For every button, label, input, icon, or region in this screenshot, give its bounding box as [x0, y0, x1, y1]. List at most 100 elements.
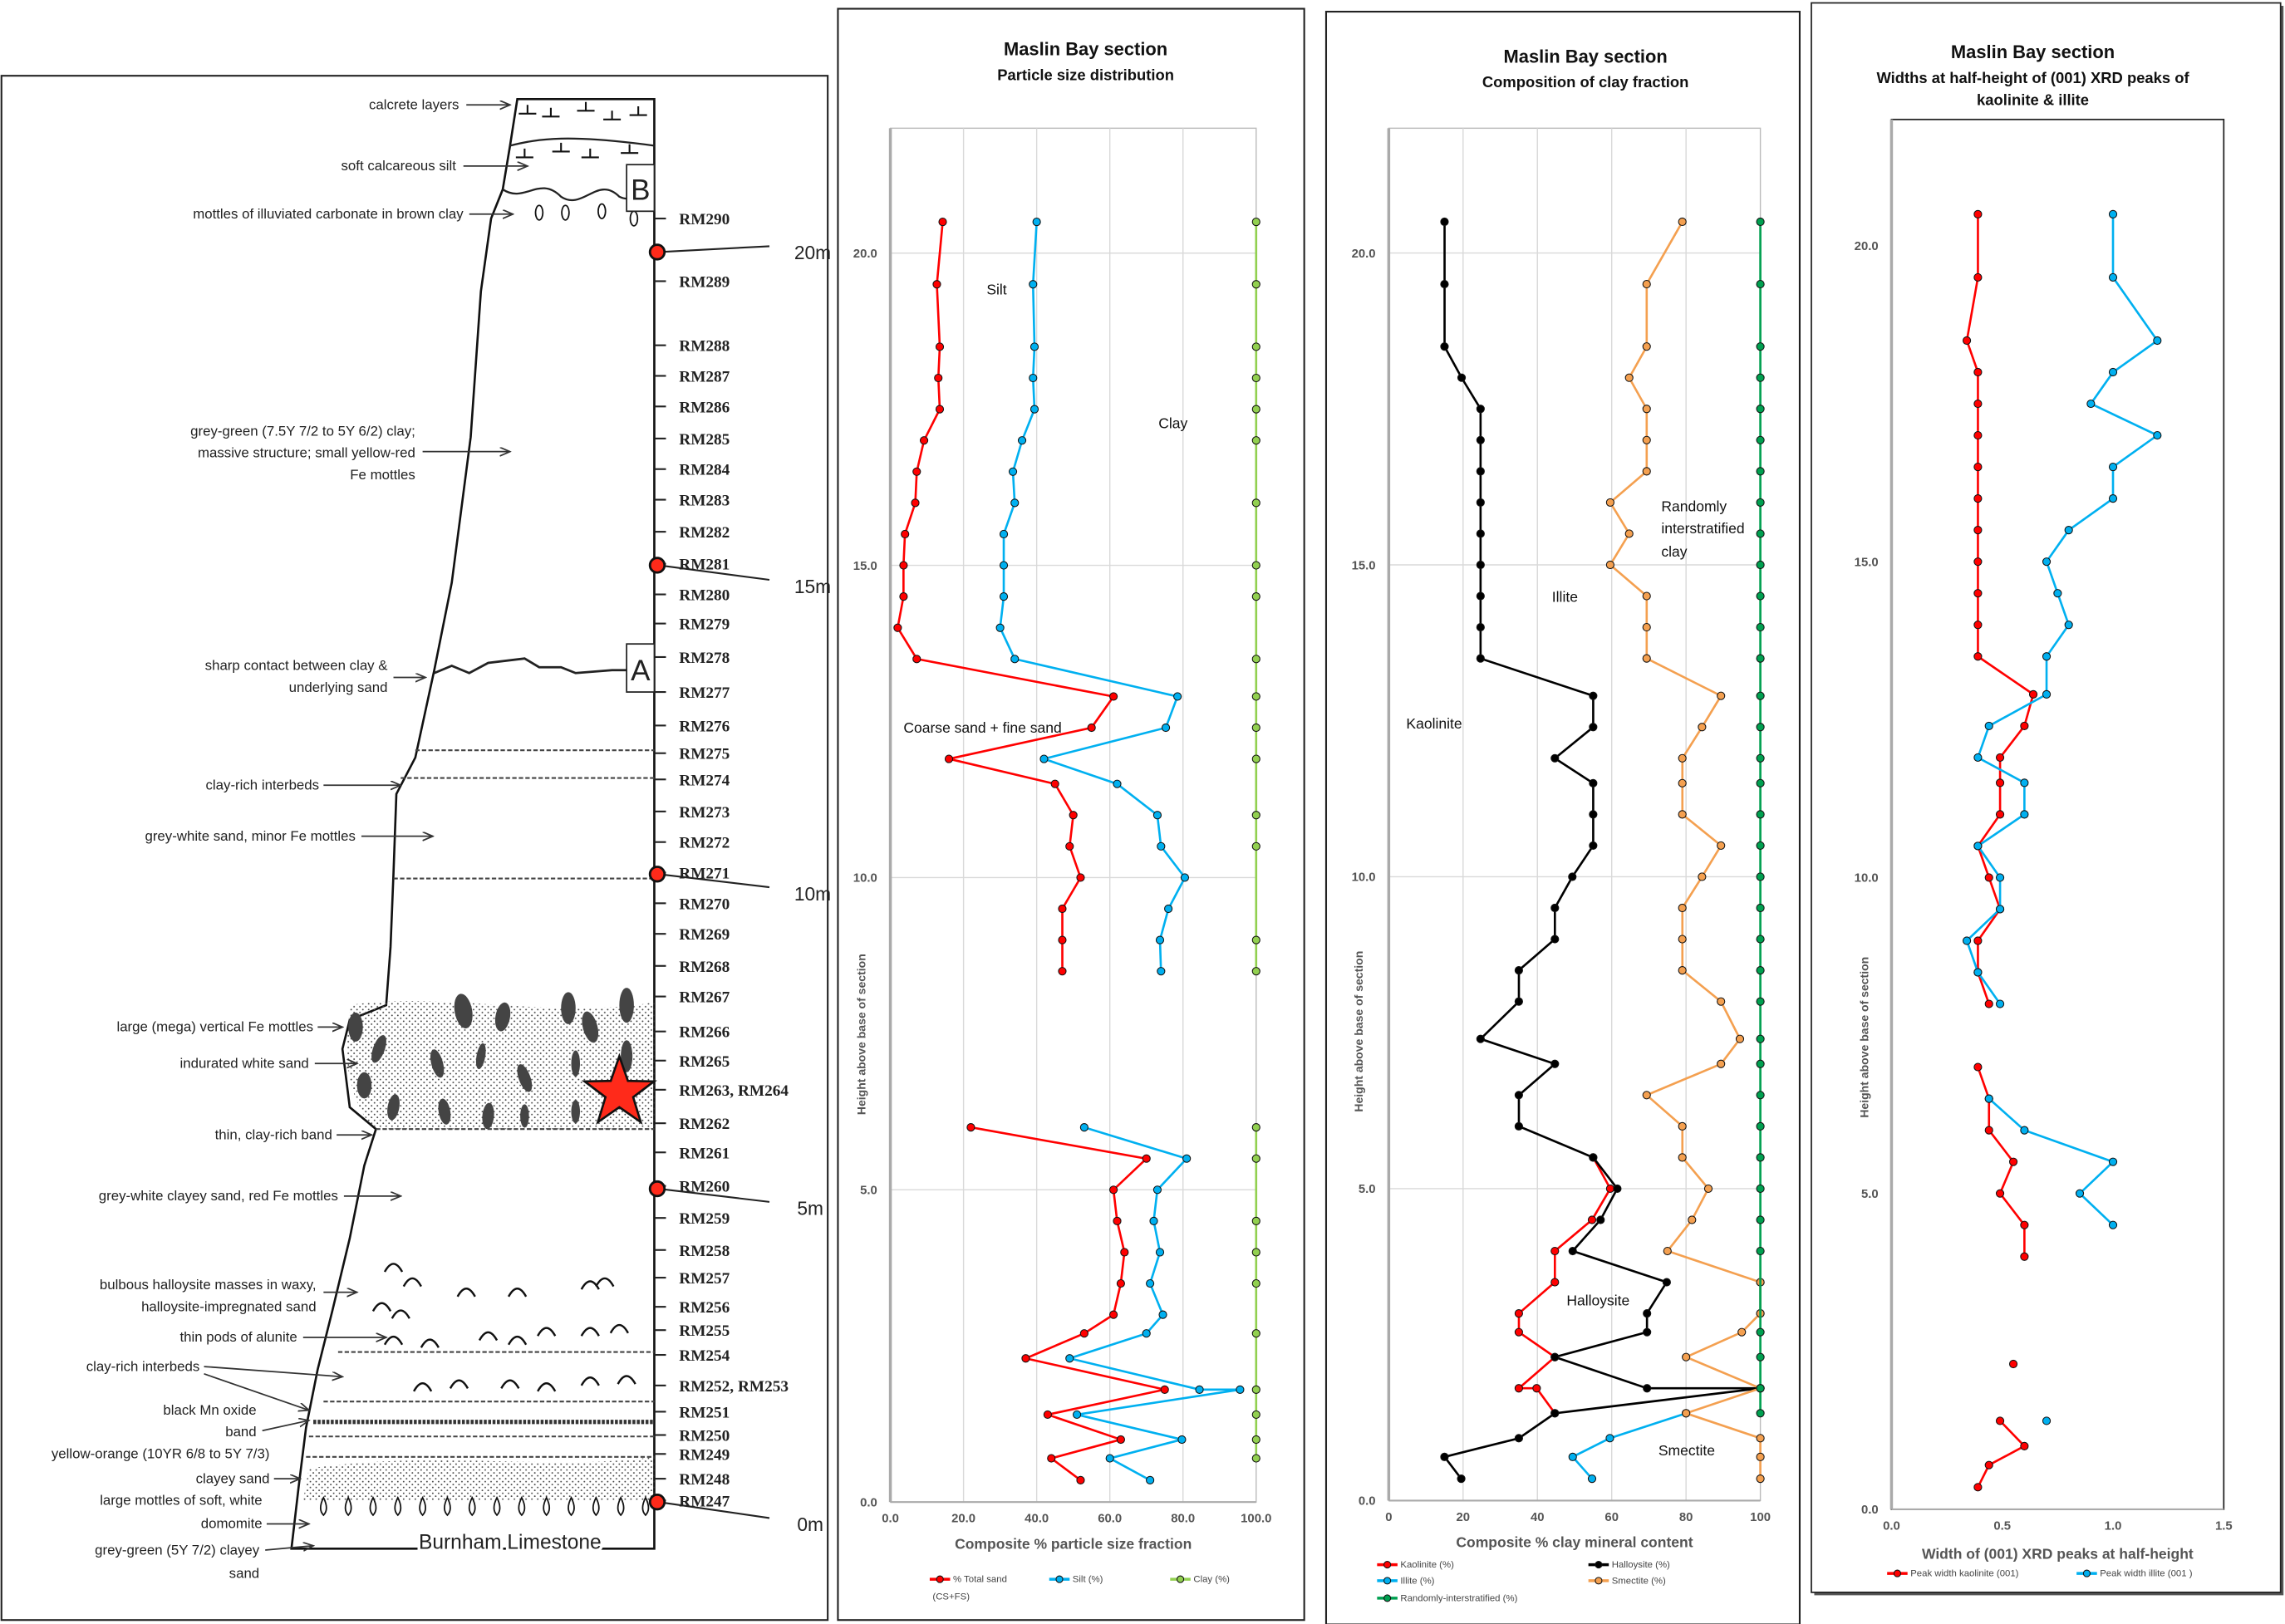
- data-point: [1116, 1278, 1125, 1288]
- data-point: [1962, 336, 1972, 346]
- data-point: [1756, 1384, 1765, 1393]
- legend-marker: [1383, 1561, 1392, 1569]
- data-point: [1756, 691, 1765, 700]
- data-point: [1079, 1329, 1088, 1338]
- data-point: [1642, 591, 1651, 601]
- data-point: [1087, 723, 1096, 733]
- sample-label: RM278: [679, 650, 730, 667]
- data-point: [1514, 1121, 1523, 1131]
- lithology-label-grey-green-sand-2: sand: [229, 1565, 260, 1581]
- data-point: [1678, 1153, 1687, 1162]
- data-point: [1587, 1215, 1597, 1224]
- data-point: [1251, 1216, 1260, 1225]
- lithology-label-sharp-contact-2: underlying sand: [289, 680, 388, 695]
- data-point: [1029, 280, 1038, 289]
- fe-mottle: [571, 1050, 581, 1077]
- data-point: [2020, 778, 2029, 787]
- data-point: [1756, 279, 1765, 289]
- halloysite-mass-symbol: [507, 1335, 528, 1346]
- data-point: [1109, 1310, 1118, 1319]
- box-b: [626, 164, 656, 213]
- lithology-label-dolomite-2: domomite: [201, 1516, 263, 1532]
- halloysite-mass-symbol: [617, 1375, 636, 1385]
- height-marker-label: 5m: [797, 1198, 823, 1219]
- data-point: [1251, 1329, 1260, 1338]
- halloysite-mass-symbol: [391, 1309, 410, 1319]
- y-tick-label: 15.0: [1352, 559, 1376, 572]
- legend-label: Halloysite (%): [1612, 1560, 1670, 1570]
- data-point: [2064, 526, 2073, 535]
- sample-label: RM289: [679, 273, 730, 291]
- data-point: [1008, 467, 1018, 476]
- data-point: [1984, 999, 1993, 1008]
- data-point: [1039, 754, 1049, 763]
- x-tick-label: 40: [1531, 1511, 1545, 1524]
- data-point: [911, 498, 920, 508]
- sample-label: RM276: [679, 718, 730, 735]
- data-point: [1642, 279, 1651, 289]
- data-point: [1550, 1352, 1560, 1362]
- calcrete-symbol: [581, 148, 599, 159]
- data-point: [1251, 218, 1260, 227]
- data-point: [1756, 1059, 1765, 1068]
- data-point: [2042, 652, 2052, 661]
- data-point: [1605, 560, 1614, 570]
- data-point: [1756, 778, 1765, 787]
- dolomite-mottle-symbol: [468, 1495, 476, 1517]
- data-point: [2042, 1416, 2052, 1425]
- box-a: [626, 643, 656, 693]
- data-point: [1550, 1278, 1560, 1287]
- data-point: [1457, 373, 1467, 382]
- legend-marker: [1595, 1577, 1603, 1585]
- fe-mottle: [348, 1012, 363, 1042]
- dolomite-mottle-symbol: [543, 1495, 551, 1517]
- data-point: [1251, 405, 1260, 414]
- data-point: [1568, 1452, 1577, 1461]
- data-point: [1756, 1474, 1765, 1484]
- dolomite-mottle-symbol: [369, 1495, 377, 1517]
- base-label: Burnham Limestone: [419, 1531, 602, 1553]
- y-tick-label: 20.0: [1352, 248, 1376, 261]
- data-point: [1065, 841, 1074, 851]
- data-point: [1984, 1094, 1993, 1103]
- sample-label: RM254: [679, 1347, 730, 1365]
- data-point: [1029, 342, 1039, 351]
- panel-frame: [1811, 2, 2282, 1593]
- legend-label: (CS+FS): [932, 1592, 970, 1602]
- data-point: [1756, 560, 1765, 570]
- data-point: [1589, 778, 1598, 787]
- data-point: [2008, 1157, 2018, 1166]
- series-line: [1442, 221, 1761, 1479]
- xrd-peak-width-chart: Maslin Bay section Widths at half-height …: [1811, 2, 2284, 1596]
- calcrete-symbol: [603, 110, 622, 120]
- data-point: [999, 561, 1009, 570]
- data-point: [1157, 967, 1166, 976]
- data-point: [999, 592, 1009, 601]
- lithology-label-alunite: thin pods of alunite: [179, 1329, 297, 1345]
- data-point: [1550, 1059, 1560, 1068]
- data-point: [2086, 399, 2096, 409]
- legend-label: Kaolinite (%): [1400, 1560, 1454, 1570]
- data-point: [1642, 342, 1651, 351]
- data-point: [1058, 904, 1067, 914]
- data-point: [1643, 1309, 1652, 1318]
- data-point: [2108, 272, 2118, 282]
- data-point: [1973, 209, 1983, 218]
- data-point: [1155, 935, 1165, 944]
- sample-label: RM249: [679, 1446, 730, 1464]
- data-point: [1662, 1278, 1671, 1287]
- data-point: [1756, 1246, 1765, 1256]
- fe-mottle: [571, 1100, 581, 1124]
- data-point: [1251, 498, 1260, 508]
- data-point: [912, 467, 921, 476]
- y-tick-label: 5.0: [1861, 1188, 1879, 1201]
- data-point: [1514, 1384, 1523, 1393]
- height-marker-label: 10m: [794, 883, 831, 905]
- data-point: [1251, 692, 1260, 701]
- x-tick-label: 0.5: [1993, 1519, 2011, 1533]
- data-point: [1995, 753, 2005, 763]
- data-point: [1251, 1385, 1260, 1394]
- data-point: [1973, 968, 1983, 977]
- data-point: [1251, 561, 1260, 570]
- data-point: [1076, 1475, 1085, 1484]
